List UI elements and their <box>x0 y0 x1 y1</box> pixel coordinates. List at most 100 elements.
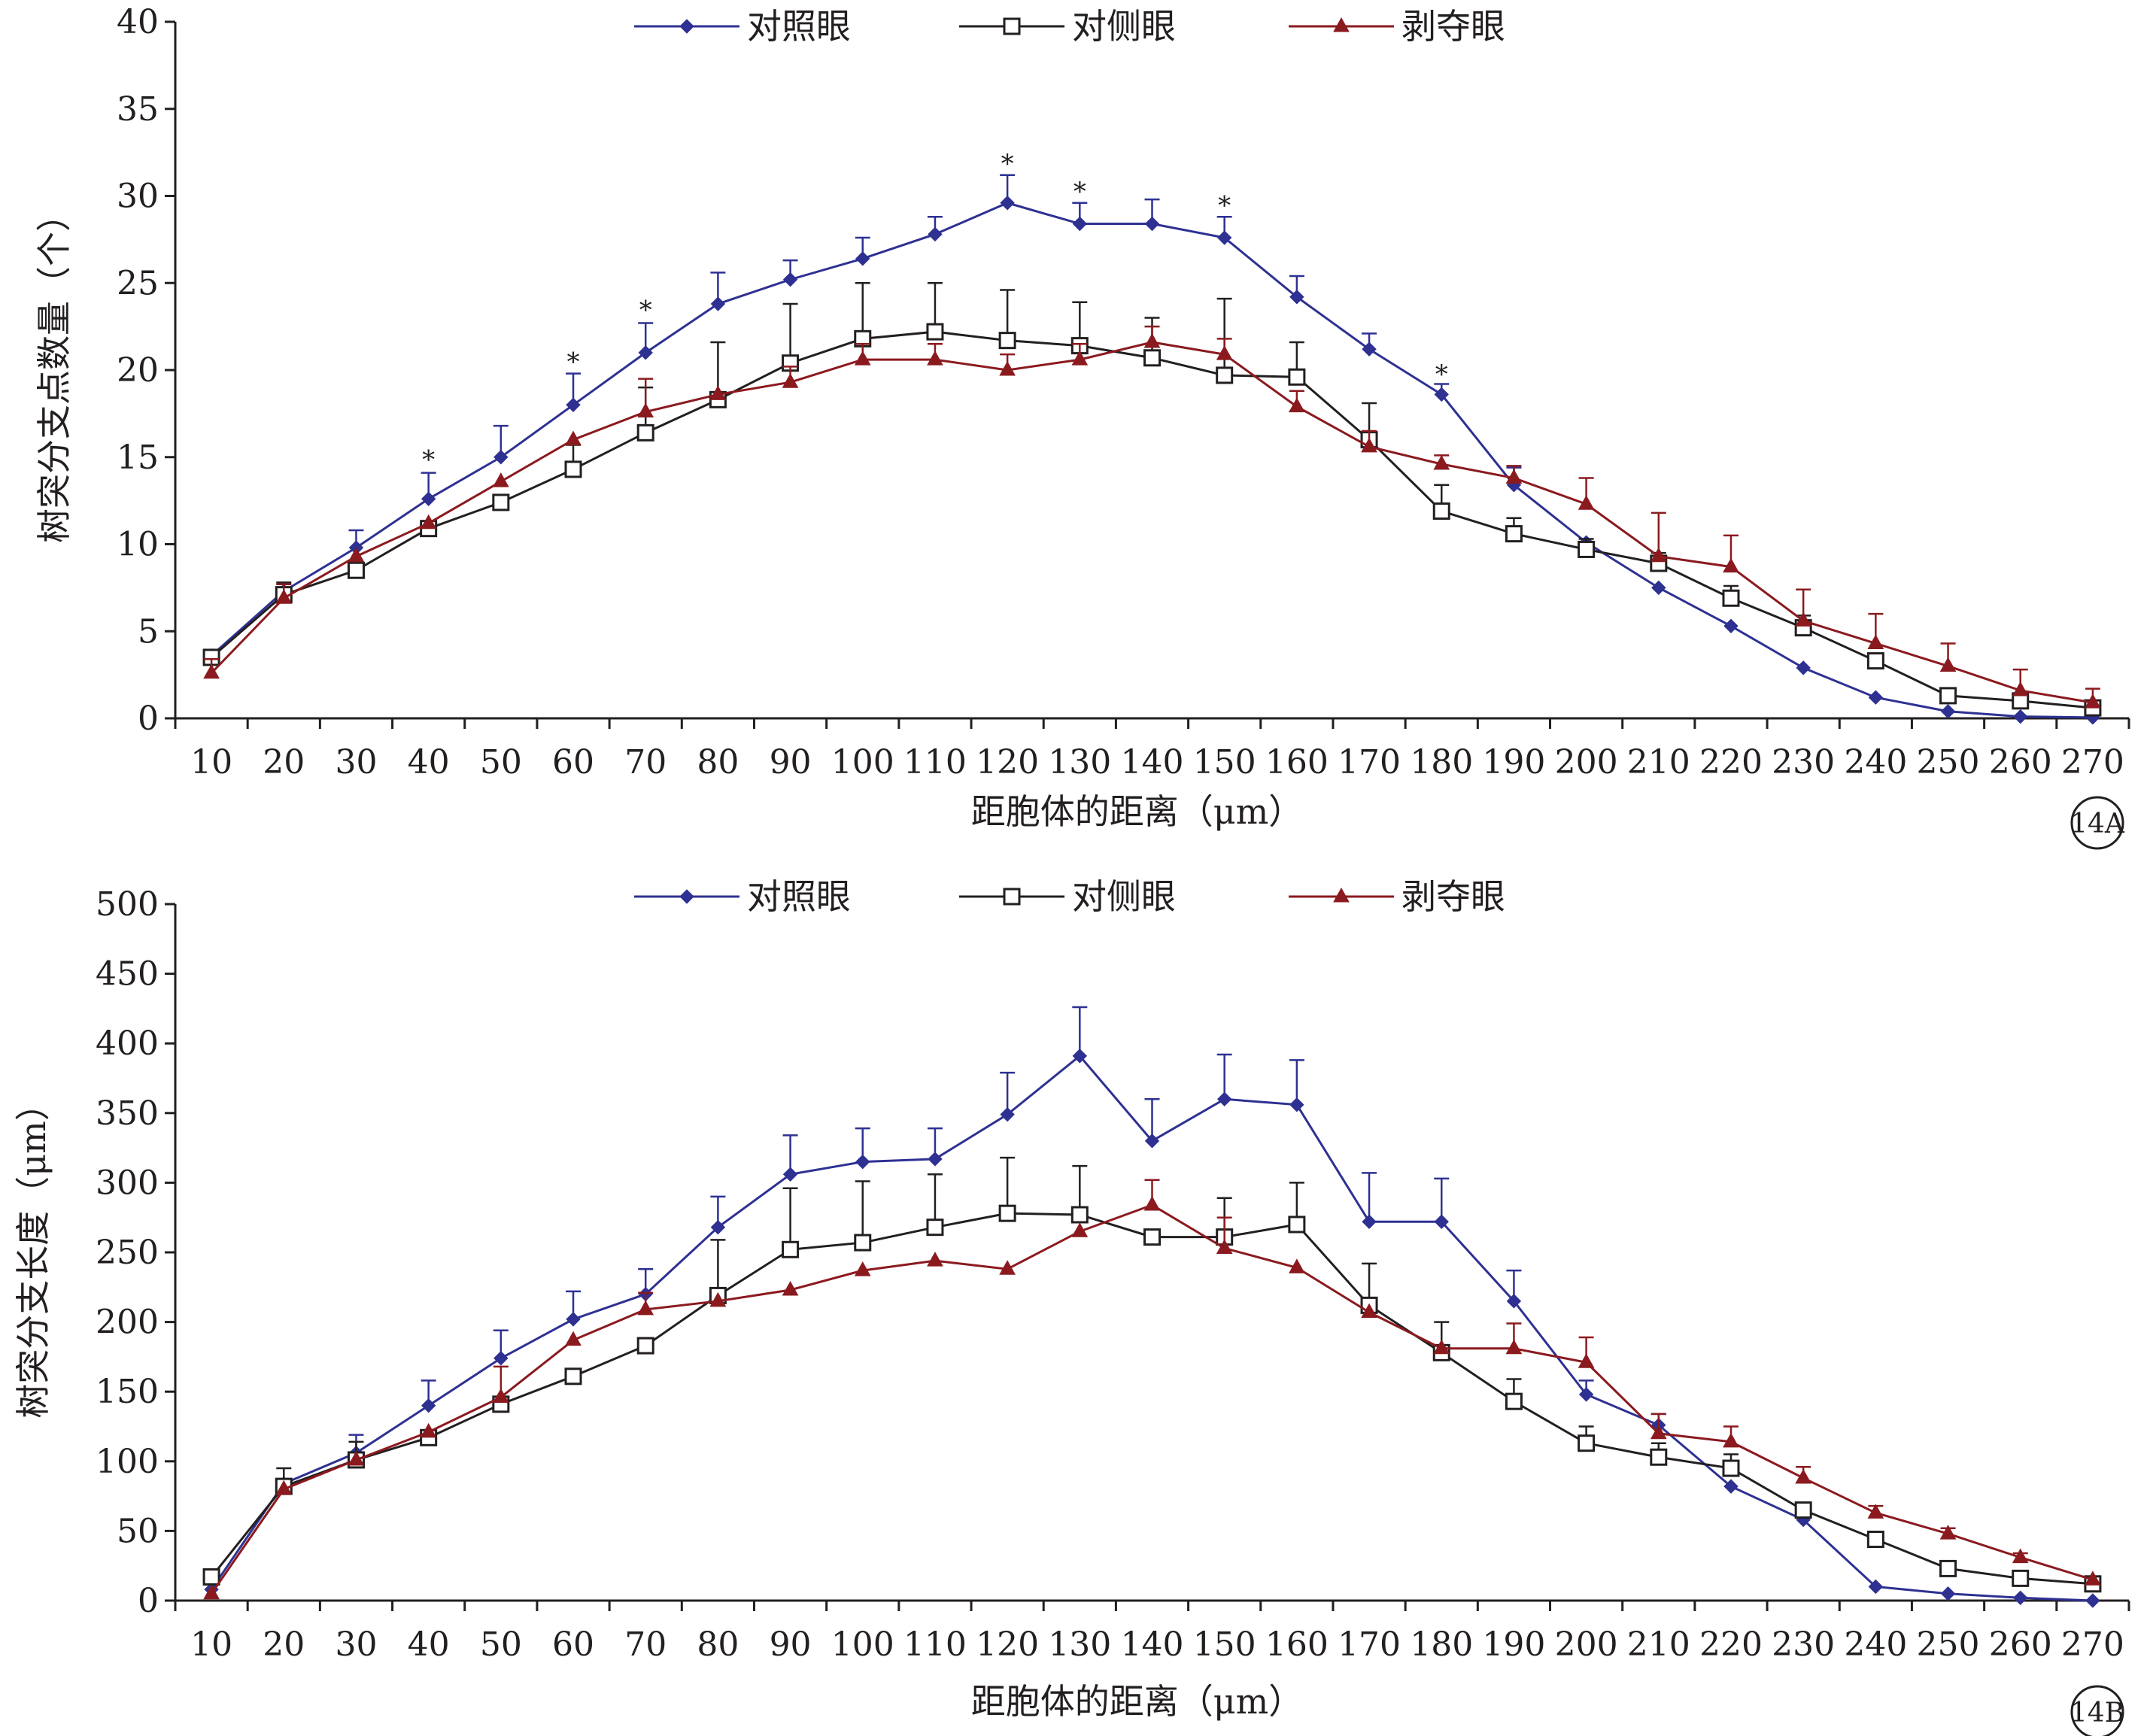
legend-marker <box>679 889 694 904</box>
y-tick-label: 35 <box>117 90 159 129</box>
y-tick-label: 30 <box>117 178 159 216</box>
series-对照眼 <box>204 174 2100 725</box>
data-point-marker <box>1072 216 1088 232</box>
data-point-marker <box>2013 1590 2028 1606</box>
data-point-marker <box>998 332 1016 350</box>
data-point-marker <box>854 1234 872 1252</box>
x-tick-label: 160 <box>1265 1625 1329 1664</box>
data-point-marker <box>565 1331 582 1346</box>
data-point-marker <box>2085 1571 2101 1586</box>
significance-marker: * <box>1001 149 1014 179</box>
data-point-marker <box>1722 589 1740 607</box>
data-point-marker <box>636 423 654 442</box>
data-point-marker <box>1432 502 1450 520</box>
x-tick-label: 20 <box>263 1625 305 1664</box>
data-point-marker <box>1289 397 1305 413</box>
data-point-marker <box>1867 1504 1884 1519</box>
x-tick-label: 70 <box>624 743 667 782</box>
x-axis-title: 距胞体的距离（μm） <box>971 791 1304 832</box>
data-point-marker <box>202 1568 220 1586</box>
data-point-marker <box>1795 1468 1812 1484</box>
series-line <box>211 330 2094 709</box>
x-tick-label: 50 <box>480 1625 522 1664</box>
data-point-marker <box>1939 1525 1957 1540</box>
y-tick-label: 200 <box>96 1304 159 1342</box>
data-point-marker <box>855 1154 870 1170</box>
x-tick-label: 170 <box>1338 743 1401 782</box>
data-point-marker <box>928 226 943 242</box>
data-point-marker <box>493 1351 509 1366</box>
data-point-marker <box>1578 495 1595 510</box>
legend-entry: 对侧眼 <box>959 876 1176 917</box>
data-point-marker <box>637 1300 654 1316</box>
data-point-marker <box>1289 1258 1305 1273</box>
data-point-marker <box>420 514 437 530</box>
y-tick-label: 300 <box>96 1164 159 1202</box>
data-point-marker <box>854 1261 871 1276</box>
data-point-marker <box>998 1204 1016 1222</box>
data-point-marker <box>1794 1501 1812 1519</box>
data-point-marker <box>928 1152 943 1167</box>
x-tick-label: 10 <box>190 743 232 782</box>
data-point-marker <box>927 351 943 366</box>
data-point-marker <box>1796 660 1811 675</box>
data-point-marker <box>1288 1216 1306 1234</box>
data-point-marker <box>275 1480 293 1495</box>
data-point-marker <box>1505 1392 1523 1410</box>
x-tick-label: 40 <box>408 1625 450 1664</box>
data-point-marker <box>1578 1353 1595 1368</box>
legend-entry: 对照眼 <box>634 6 851 47</box>
legend-label: 对照眼 <box>747 6 851 47</box>
legend-label: 剥夺眼 <box>1401 876 1505 917</box>
x-tick-label: 20 <box>263 743 305 782</box>
x-tick-label: 60 <box>552 1625 594 1664</box>
x-tick-label: 30 <box>335 743 377 782</box>
series-line <box>211 341 2094 704</box>
data-point-marker <box>1578 1387 1594 1402</box>
data-point-marker <box>1723 1479 1739 1494</box>
x-tick-label: 260 <box>1989 743 2052 782</box>
x-tick-label: 170 <box>1338 1625 1401 1664</box>
y-tick-label: 0 <box>138 1582 159 1620</box>
x-axis-title: 距胞体的距离（μm） <box>971 1681 1304 1722</box>
y-tick-label: 150 <box>96 1373 159 1411</box>
x-tick-label: 140 <box>1121 1625 1184 1664</box>
y-tick-label: 25 <box>117 264 159 302</box>
y-tick-label: 500 <box>96 885 159 924</box>
x-tick-label: 210 <box>1627 743 1690 782</box>
x-tick-label: 40 <box>408 743 450 782</box>
data-point-marker <box>1650 1448 1668 1466</box>
data-point-marker <box>1505 525 1523 543</box>
data-point-marker <box>1723 618 1739 634</box>
data-point-marker <box>1361 1303 1377 1319</box>
legend-label: 剥夺眼 <box>1401 6 1505 47</box>
data-point-marker <box>1072 1049 1088 1064</box>
x-tick-label: 250 <box>1917 743 1980 782</box>
x-tick-label: 180 <box>1410 743 1473 782</box>
y-axis-title: 树突分支长度（μm） <box>13 1086 53 1419</box>
x-tick-label: 270 <box>2061 743 2124 782</box>
data-point-marker <box>493 450 509 465</box>
x-tick-label: 110 <box>903 1625 967 1664</box>
y-tick-label: 20 <box>117 351 159 390</box>
x-tick-label: 30 <box>335 1625 377 1664</box>
data-point-marker <box>421 491 436 507</box>
data-point-marker <box>1433 1339 1450 1355</box>
data-point-marker <box>2013 709 2028 724</box>
data-point-marker <box>1650 1424 1667 1440</box>
data-point-marker <box>1216 1239 1233 1254</box>
x-tick-label: 60 <box>552 743 594 782</box>
legend-entry: 剥夺眼 <box>1289 6 1505 47</box>
data-point-marker <box>1939 657 1957 672</box>
data-point-marker <box>636 1337 654 1355</box>
series-对侧眼 <box>202 282 2102 717</box>
legend-marker <box>1003 17 1021 35</box>
significance-marker: * <box>1074 177 1086 207</box>
data-point-marker <box>782 1240 800 1258</box>
data-point-marker <box>782 1167 798 1182</box>
x-tick-label: 80 <box>697 743 739 782</box>
x-tick-label: 270 <box>2061 1625 2124 1664</box>
data-point-marker <box>927 1252 943 1267</box>
x-tick-label: 100 <box>831 1625 894 1664</box>
panel-label-circle <box>2070 796 2124 850</box>
